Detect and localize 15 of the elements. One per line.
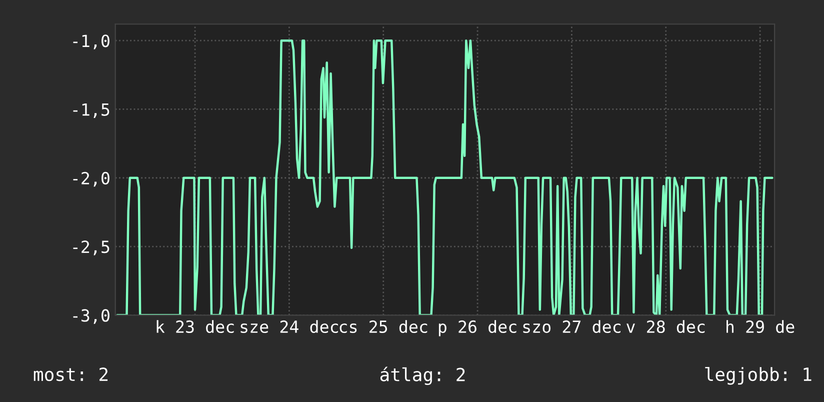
x-tick-label: sze 24 dec xyxy=(240,320,338,334)
text: átlag: 2 xyxy=(380,366,465,386)
y-tick-label: -1,0 xyxy=(73,34,110,50)
x-tick-label: p 26 dec xyxy=(438,320,516,336)
y-tick-label: -2,0 xyxy=(73,172,110,187)
text: legjobb: 1 xyxy=(705,367,812,385)
x-tick-label: h 29 de xyxy=(726,320,794,334)
y-tick-label: -3,0 xyxy=(73,309,110,324)
y-tick-label: -2,5 xyxy=(73,240,110,256)
x-tick-label: cs 25 dec xyxy=(340,320,428,334)
y-tick-label: -1,5 xyxy=(73,103,110,118)
x-tick-label: szo 27 dec xyxy=(523,320,620,334)
text: most: 2 xyxy=(34,368,108,382)
x-tick-label: v 28 dec xyxy=(626,320,705,334)
x-tick-label: k 23 dec xyxy=(156,320,234,334)
